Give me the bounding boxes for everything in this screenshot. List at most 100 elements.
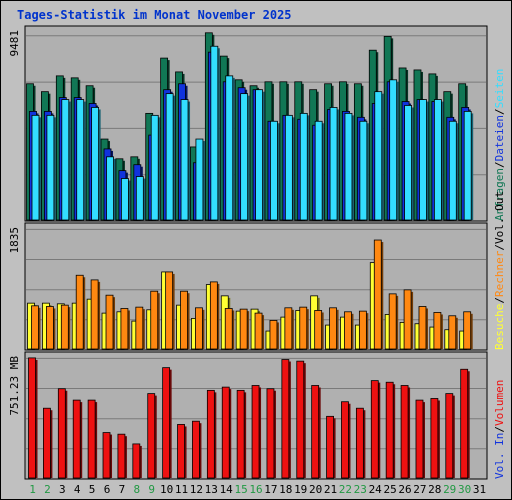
bar-volumen-day-17 xyxy=(266,388,276,479)
bar-rechner-day-23 xyxy=(358,310,369,350)
bar-volumen-day-22 xyxy=(341,401,351,479)
bar-face xyxy=(329,307,337,350)
x-tick-label: 13 xyxy=(205,483,218,496)
bar-volumen-day-21 xyxy=(326,415,336,479)
y-max-label-bottom: 751.23 MB xyxy=(8,356,21,416)
bar-face xyxy=(311,385,320,479)
legend-entry: Vol. Out xyxy=(493,191,506,244)
bar-volumen-day-1 xyxy=(28,357,38,479)
bar-face xyxy=(180,290,188,350)
bar-rechner-day-15 xyxy=(239,308,250,350)
bar-seiten-day-4 xyxy=(76,99,86,221)
bar-face xyxy=(329,107,338,221)
x-tick-label: 22 xyxy=(339,483,352,496)
bar-face xyxy=(117,433,126,479)
bar-face xyxy=(120,308,129,350)
bar-face xyxy=(43,407,51,479)
x-tick-label: 2 xyxy=(44,483,51,496)
legend-bottom: Vol. In/Volumen xyxy=(493,380,506,479)
bar-face xyxy=(209,281,218,350)
x-tick-label: 17 xyxy=(264,483,277,496)
bar-face xyxy=(418,306,427,350)
x-tick-label: 8 xyxy=(133,483,140,496)
bar-face xyxy=(385,381,394,479)
bar-seiten-day-27 xyxy=(419,99,429,221)
bar-volumen-day-18 xyxy=(281,359,291,479)
bar-rechner-day-28 xyxy=(433,312,443,350)
bar-face xyxy=(463,111,472,221)
legend-entry: Volumen xyxy=(493,380,506,426)
bar-volumen-day-6 xyxy=(102,432,113,479)
bar-face xyxy=(60,304,69,350)
bar-face xyxy=(165,93,174,221)
bar-face xyxy=(195,138,204,221)
bar-face xyxy=(430,398,439,479)
bar-volumen-day-15 xyxy=(236,389,247,479)
bar-rechner-day-30 xyxy=(463,311,473,350)
bar-face xyxy=(284,114,293,221)
bar-face xyxy=(255,89,263,221)
bar-seiten-day-29 xyxy=(448,120,459,221)
bar-face xyxy=(415,399,424,479)
bar-face xyxy=(57,388,66,479)
bar-face xyxy=(90,279,99,350)
bar-rechner-day-11 xyxy=(180,290,190,350)
bar-face xyxy=(299,112,308,221)
bar-face xyxy=(388,293,397,350)
bar-rechner-day-29 xyxy=(448,315,458,350)
bar-volumen-day-4 xyxy=(72,399,83,479)
bar-volumen-day-5 xyxy=(87,399,98,479)
x-tick-label: 25 xyxy=(383,483,396,496)
bar-volumen-day-8 xyxy=(132,443,142,479)
bar-face xyxy=(326,415,334,479)
bar-face xyxy=(314,310,323,350)
bar-volumen-day-3 xyxy=(57,388,68,479)
bar-face xyxy=(221,386,230,479)
bar-volumen-day-19 xyxy=(296,360,306,479)
bar-seiten-day-3 xyxy=(61,99,71,221)
bar-face xyxy=(341,401,349,479)
legend-entry: / xyxy=(493,426,506,433)
bar-face xyxy=(210,45,219,221)
bar-seiten-day-5 xyxy=(91,107,101,221)
legend-top: Anfragen/Dateien/Seiten xyxy=(493,69,506,221)
bar-face xyxy=(87,399,96,479)
bar-rechner-day-12 xyxy=(195,307,205,350)
bar-face xyxy=(224,308,233,350)
bar-face xyxy=(106,156,114,221)
bar-face xyxy=(284,307,293,350)
x-tick-label: 18 xyxy=(279,483,292,496)
axis-labels: 9481Anfragen/Dateien/Seiten1835Besuche/R… xyxy=(8,30,506,496)
bar-face xyxy=(254,312,263,350)
bar-face xyxy=(400,385,409,479)
bar-seiten-day-15 xyxy=(240,93,250,221)
bar-seiten-day-26 xyxy=(404,105,414,221)
bar-face xyxy=(91,107,100,221)
bar-volumen-day-14 xyxy=(221,386,232,479)
bar-face xyxy=(132,443,141,479)
bar-volumen-day-16 xyxy=(251,385,262,479)
bar-face xyxy=(370,380,379,479)
x-tick-label: 4 xyxy=(74,483,81,496)
x-tick-label: 11 xyxy=(175,483,188,496)
bar-rechner-day-21 xyxy=(329,307,339,350)
bar-volumen-day-13 xyxy=(206,389,217,479)
bar-seiten-day-1 xyxy=(31,114,41,221)
bar-face xyxy=(28,357,36,479)
bar-rechner-day-8 xyxy=(135,306,145,350)
legend-entry: Dateien xyxy=(493,115,506,161)
bar-rechner-day-1 xyxy=(31,305,41,350)
bar-rechner-day-7 xyxy=(120,308,130,350)
bar-seiten-day-12 xyxy=(195,138,205,221)
bar-volumen-day-7 xyxy=(117,433,127,479)
bar-seiten-day-24 xyxy=(374,91,384,221)
bar-seiten-day-17 xyxy=(270,120,280,221)
bar-rechner-day-19 xyxy=(299,306,309,350)
x-tick-label: 7 xyxy=(119,483,126,496)
bar-face xyxy=(463,311,472,350)
bar-rechner-day-13 xyxy=(209,281,220,350)
bar-face xyxy=(359,120,368,221)
bar-volumen-day-11 xyxy=(177,424,187,479)
bar-volumen-day-9 xyxy=(147,393,157,479)
bar-face xyxy=(358,310,367,350)
